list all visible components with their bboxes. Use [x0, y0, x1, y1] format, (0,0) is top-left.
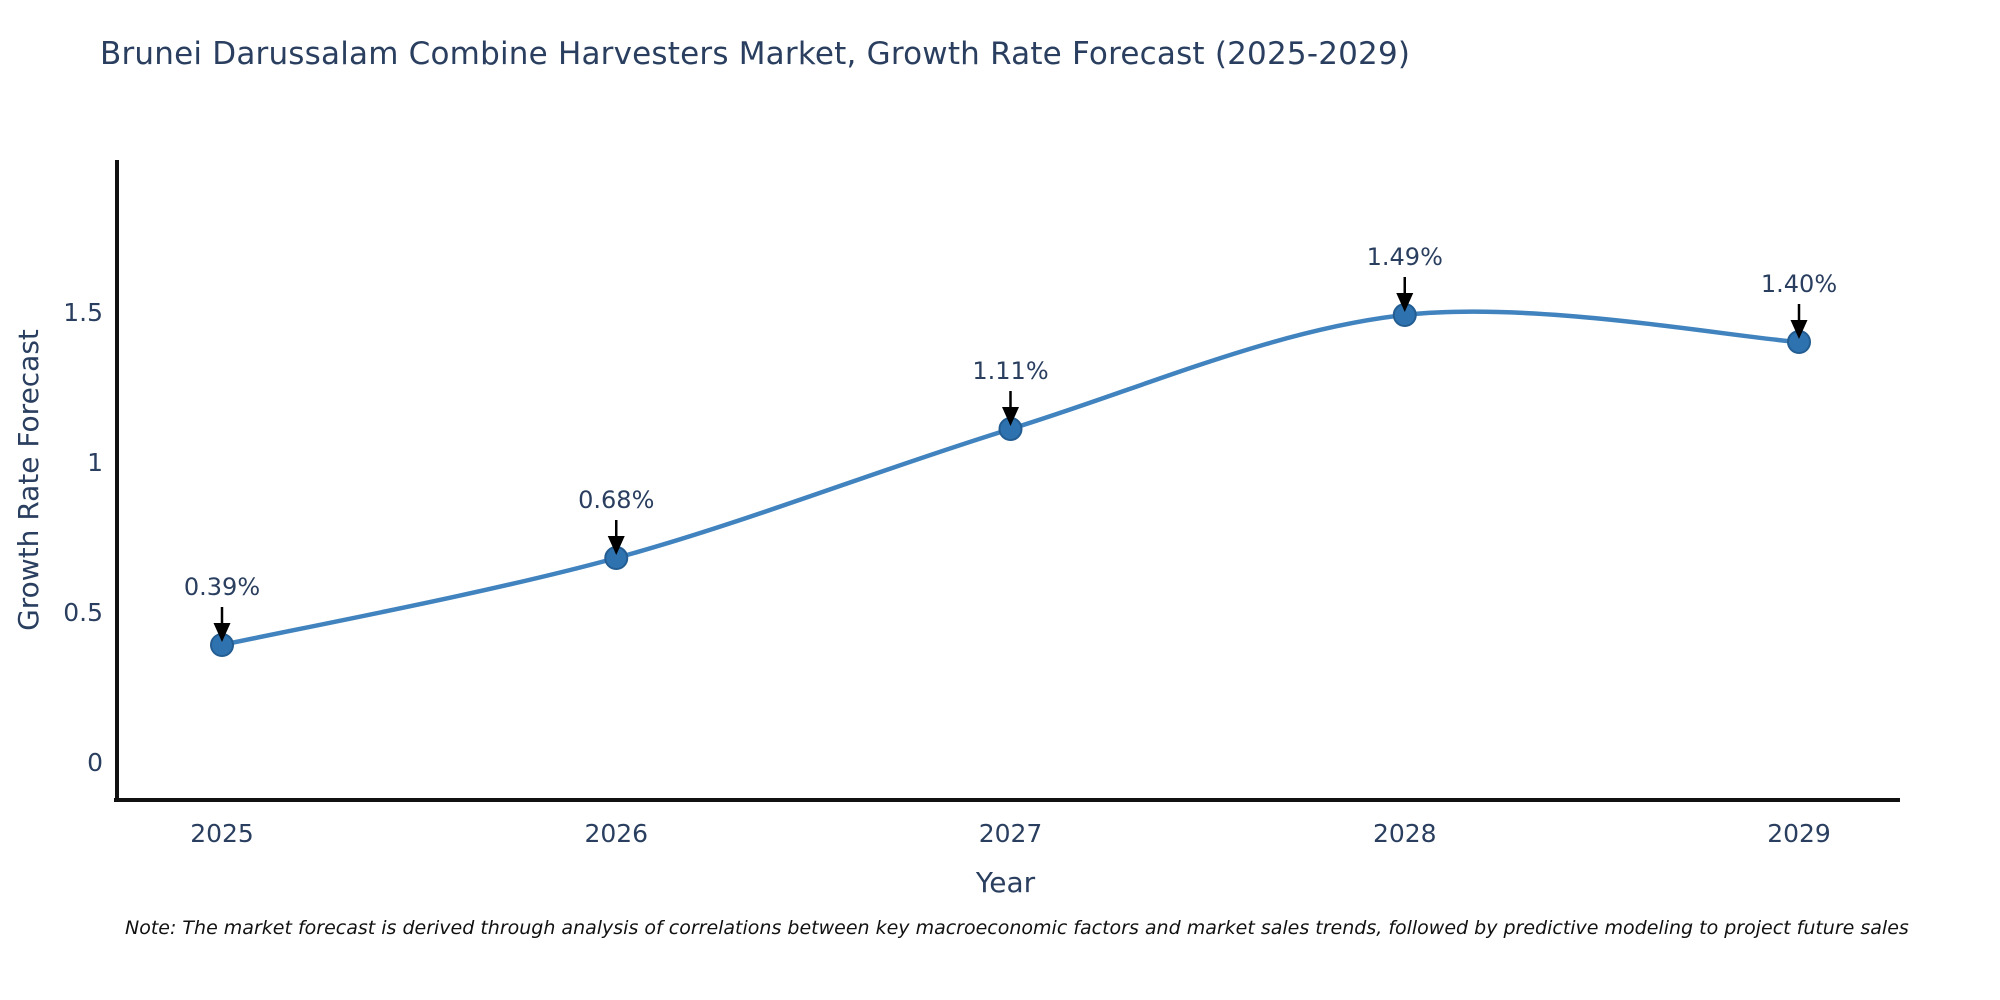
y-tick-label: 0.5: [63, 598, 103, 627]
point-label: 0.39%: [184, 573, 260, 601]
x-axis-title: Year: [975, 866, 1036, 899]
annotation-arrowhead: [1790, 320, 1808, 339]
annotation-arrowhead: [213, 623, 231, 642]
x-tick-label: 2025: [190, 819, 254, 848]
annotation-arrowhead: [1002, 407, 1019, 426]
point-label: 1.40%: [1761, 270, 1837, 298]
x-tick-label: 2029: [1767, 819, 1831, 848]
annotation-arrowhead: [1396, 293, 1414, 312]
y-tick-label: 1.5: [63, 298, 103, 327]
point-label: 1.49%: [1367, 243, 1443, 271]
x-tick-label: 2027: [979, 819, 1043, 848]
y-tick-label: 1: [87, 448, 103, 477]
x-tick-label: 2026: [584, 819, 648, 848]
y-tick-label: 0: [87, 748, 103, 777]
x-tick-label: 2028: [1373, 819, 1437, 848]
point-label: 0.68%: [578, 486, 654, 514]
point-label: 1.11%: [972, 357, 1048, 385]
chart-title: Brunei Darussalam Combine Harvesters Mar…: [100, 36, 1411, 72]
annotation-arrowhead: [607, 536, 625, 555]
footnote: Note: The market forecast is derived thr…: [125, 917, 1909, 939]
y-axis-title: Growth Rate Forecast: [12, 329, 45, 631]
